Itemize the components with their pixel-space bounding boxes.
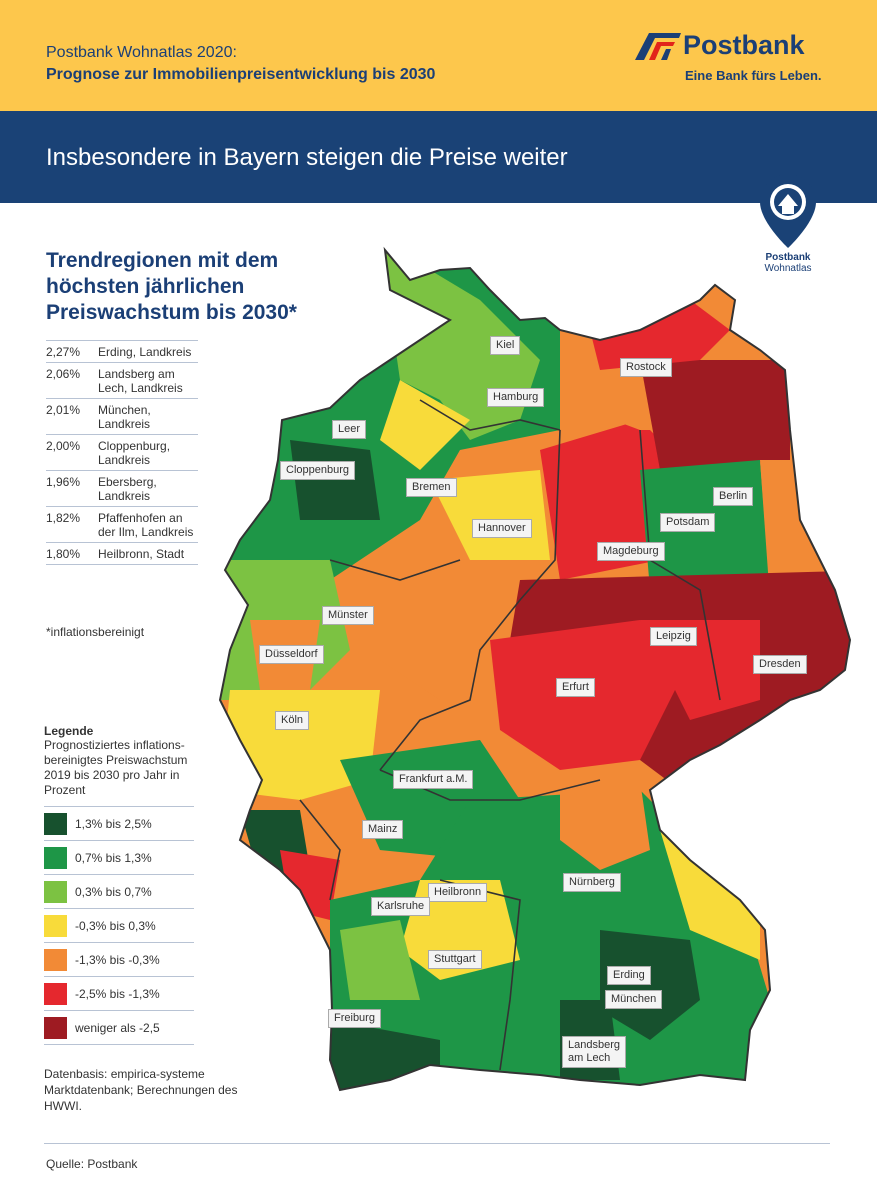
legend-label: 0,7% bis 1,3% <box>75 850 152 865</box>
legend-label: weniger als -2,5 <box>75 1020 160 1035</box>
city-label: Münster <box>322 606 374 625</box>
legend-label: -2,5% bis -1,3% <box>75 986 160 1001</box>
legend-item: 1,3% bis 2,5% <box>44 807 194 841</box>
city-label: Leipzig <box>650 627 697 646</box>
footer-source: Quelle: Postbank <box>46 1157 138 1171</box>
city-label: Dresden <box>753 655 807 674</box>
trend-title: Trendregionen mit dem höchsten jährliche… <box>46 249 297 324</box>
legend-swatch <box>44 914 67 937</box>
table-row: 2,06% Landsberg am Lech, Landkreis <box>46 363 198 399</box>
footnote: *inflationsbereinigt <box>46 625 145 639</box>
city-label: Karlsruhe <box>371 897 431 916</box>
city-label: Leer <box>332 420 367 439</box>
city-label: Landsberg am Lech <box>562 1036 626 1068</box>
city-label: Berlin <box>713 487 754 506</box>
banner-title: Insbesondere in Bayern steigen die Preis… <box>46 144 568 171</box>
header-subtitle: Postbank Wohnatlas 2020: <box>46 44 237 61</box>
footer-divider <box>44 1143 830 1144</box>
city-label: Hamburg <box>487 388 545 407</box>
legend-swatch <box>44 880 67 903</box>
city-label: Hannover <box>472 519 532 538</box>
city-label: Nürnberg <box>563 873 621 892</box>
trend-table: 2,27% Erding, Landkreis 2,06% Landsberg am… <box>46 340 198 565</box>
city-label: Rostock <box>620 358 672 377</box>
header: Postbank Wohnatlas 2020: Prognose zur Im… <box>0 0 877 111</box>
banner: Insbesondere in Bayern steigen die Preis… <box>0 111 877 203</box>
table-row: 1,96% Ebersberg, Landkreis <box>46 471 198 507</box>
legend-item: -0,3% bis 0,3% <box>44 909 194 943</box>
legend-item: weniger als -2,5 <box>44 1011 194 1045</box>
city-label: München <box>605 990 663 1009</box>
city-label: Kiel <box>490 336 521 355</box>
city-label: Erding <box>607 966 651 985</box>
table-row: 2,00% Cloppenburg, Landkreis <box>46 435 198 471</box>
legend-swatch <box>44 846 67 869</box>
legend-item: 0,7% bis 1,3% <box>44 841 194 875</box>
wohnatlas-pin-icon <box>760 174 816 248</box>
city-label: Stuttgart <box>428 950 482 969</box>
legend-label: 0,3% bis 0,7% <box>75 884 152 899</box>
data-source: Datenbasis: empirica-systeme Marktdatenb… <box>44 1067 238 1113</box>
city-label: Bremen <box>406 478 457 497</box>
city-label: Heilbronn <box>428 883 488 902</box>
city-label: Frankfurt a.M. <box>393 770 474 789</box>
table-row: 2,01% München, Landkreis <box>46 399 198 435</box>
city-label: Freiburg <box>328 1009 381 1028</box>
table-row: 2,27% Erding, Landkreis <box>46 340 198 363</box>
legend-item: 0,3% bis 0,7% <box>44 875 194 909</box>
legend-label: -1,3% bis -0,3% <box>75 952 160 967</box>
legend-swatch <box>44 982 67 1005</box>
table-row: 1,82% Pfaffenhofen an der Ilm, Landkreis <box>46 507 198 543</box>
city-label: Erfurt <box>556 678 595 697</box>
city-label: Magdeburg <box>597 542 665 561</box>
city-label: Mainz <box>362 820 404 839</box>
legend: Legende Prognostiziertes inflations-bere… <box>44 724 194 1045</box>
legend-label: -0,3% bis 0,3% <box>75 918 156 933</box>
table-row: 1,80% Heilbronn, Stadt <box>46 543 198 565</box>
city-label: Potsdam <box>660 513 716 532</box>
city-label: Düsseldorf <box>259 645 324 664</box>
city-label: Köln <box>275 711 310 730</box>
legend-swatch <box>44 948 67 971</box>
postbank-logo: Postbank Eine Bank fürs Leben. <box>635 30 822 83</box>
legend-item: -2,5% bis -1,3% <box>44 977 194 1011</box>
header-title: Prognose zur Immobilienpreisentwicklung … <box>46 66 436 83</box>
legend-swatch <box>44 812 67 835</box>
legend-label: 1,3% bis 2,5% <box>75 816 152 831</box>
legend-item: -1,3% bis -0,3% <box>44 943 194 977</box>
wohnatlas-badge: Postbank Wohnatlas <box>764 252 812 274</box>
city-label: Cloppenburg <box>280 461 355 480</box>
postbank-stripes-icon <box>635 33 681 60</box>
legend-swatch <box>44 1016 67 1039</box>
